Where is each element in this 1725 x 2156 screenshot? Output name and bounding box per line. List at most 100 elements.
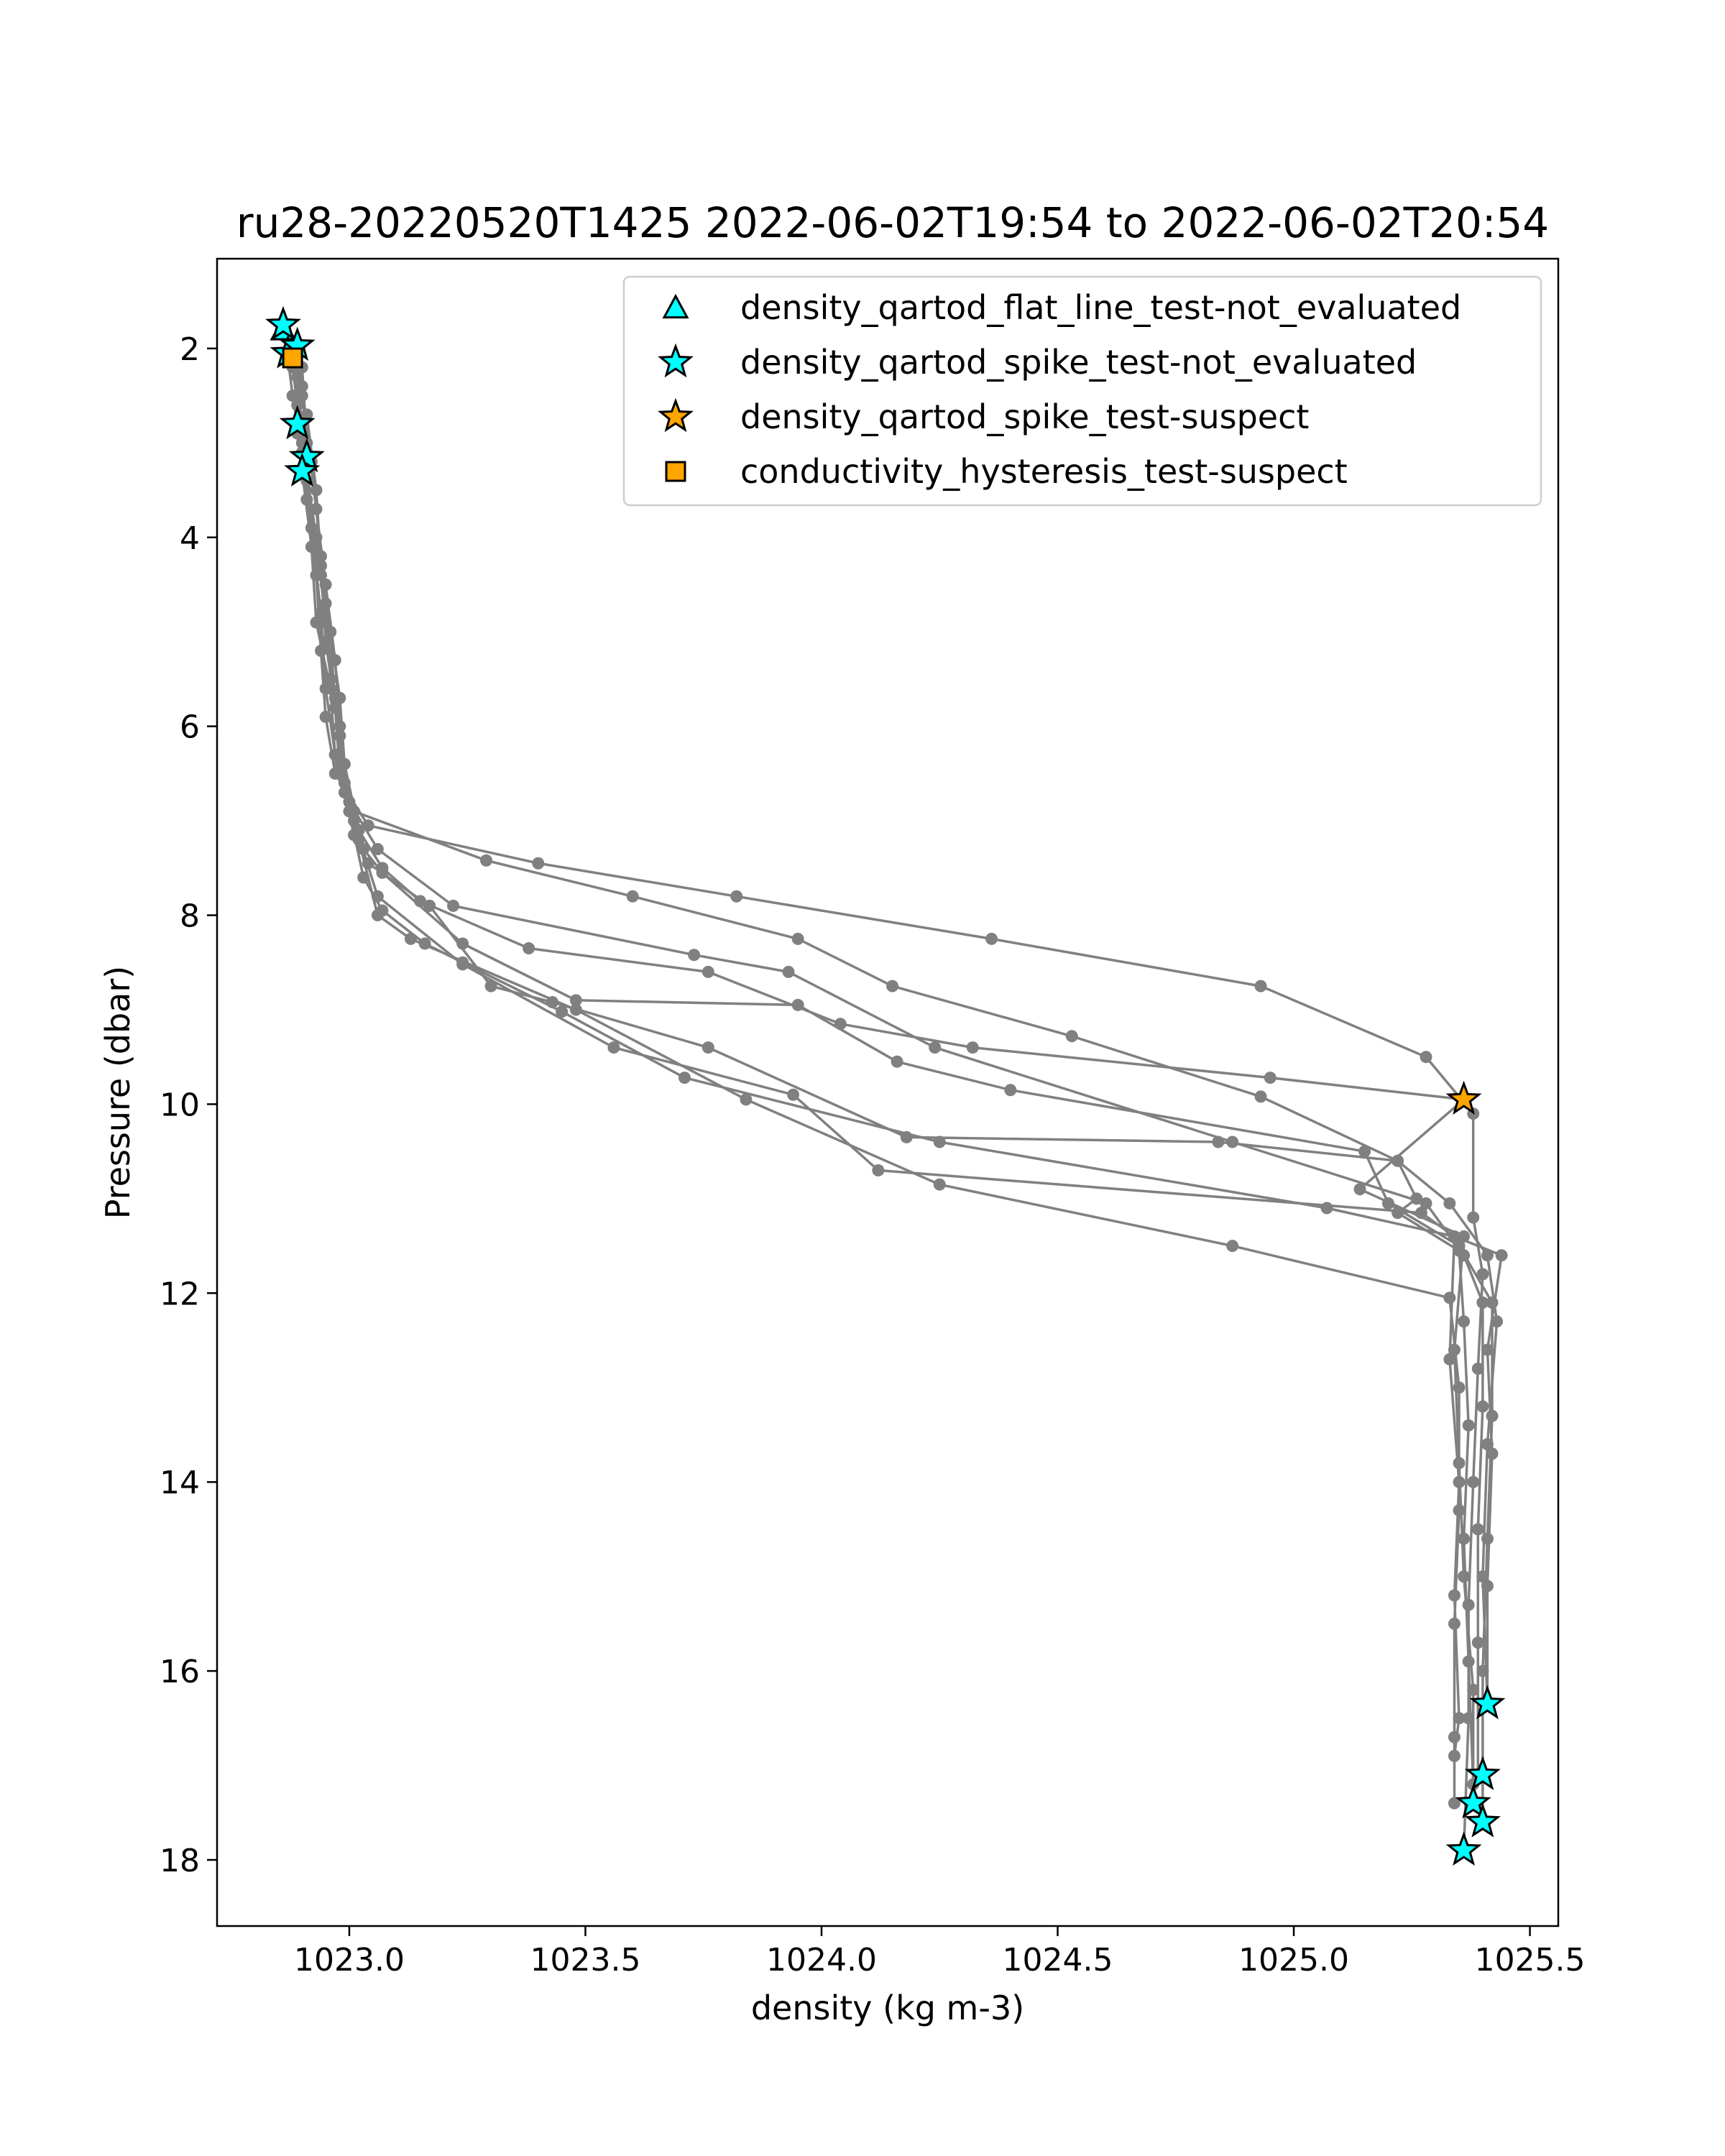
profile-point [295, 379, 308, 392]
profile-point [1476, 1268, 1489, 1281]
profile-point [1453, 1712, 1466, 1725]
star-flag-marker [1469, 1685, 1506, 1720]
profile-point [985, 932, 998, 945]
x-axis-label: density (kg m-3) [751, 1989, 1024, 2027]
profile-point [1481, 1249, 1494, 1262]
legend-box [622, 275, 1542, 507]
profile-point [791, 932, 804, 945]
x-tick-label: 1024.0 [766, 1942, 877, 1978]
profile-point [702, 965, 714, 978]
profile-point [310, 616, 323, 629]
profile-line-3 [300, 367, 1484, 1775]
profile-point [1462, 1419, 1475, 1432]
profile-point [1486, 1296, 1499, 1309]
profile-point [891, 1055, 903, 1068]
profile-point [1476, 1664, 1489, 1677]
profile-point [1476, 1400, 1489, 1413]
profile-point [1453, 1504, 1466, 1517]
profile-point [782, 965, 795, 978]
legend-square-icon [665, 461, 686, 482]
x-axis: 1023.0 1023.5 1024.0 1024.5 1025.0 1025.5 [294, 1926, 1586, 1978]
profile-point [1358, 1145, 1371, 1158]
profile-point [1420, 1197, 1432, 1210]
profile-point [1486, 1409, 1499, 1422]
profile-point [933, 1178, 946, 1191]
profile-point [1320, 1202, 1333, 1215]
profile-point [319, 682, 332, 695]
profile-point [1392, 1207, 1404, 1220]
legend-label: conductivity_hysteresis_test-suspect [740, 452, 1348, 491]
profile-point [480, 854, 493, 867]
profile-point [966, 1041, 979, 1054]
profile-point [1491, 1315, 1504, 1328]
profile-point [678, 1072, 691, 1084]
profile-point [1467, 1211, 1480, 1224]
y-axis-label: Pressure (dbar) [98, 966, 137, 1219]
profile-point [1481, 1532, 1494, 1545]
profile-point [371, 909, 384, 922]
profile-point [702, 1041, 714, 1054]
profile-point [933, 1135, 946, 1148]
y-tick-label: 8 [180, 898, 200, 935]
profile-point [1212, 1135, 1225, 1148]
y-tick-label: 18 [160, 1843, 200, 1879]
profile-point [310, 531, 323, 544]
profile-point [688, 949, 701, 962]
legend: density_qartod_flat_line_test-not_evalua… [622, 275, 1542, 507]
profile-point [1226, 1240, 1239, 1253]
profile-point [626, 890, 639, 903]
y-tick-label: 2 [180, 331, 200, 368]
plot-frame [216, 257, 1560, 1927]
profile-point [1471, 1636, 1484, 1649]
x-tick-label: 1025.0 [1238, 1942, 1349, 1978]
profile-point [607, 1041, 620, 1054]
profile-point [1414, 1207, 1427, 1220]
y-tick-label: 6 [180, 709, 200, 746]
profile-point [1481, 1580, 1494, 1593]
profile-point [352, 833, 365, 846]
legend-star-icon [658, 397, 694, 433]
profile-point [1462, 1598, 1475, 1611]
profile-point [569, 994, 582, 1007]
profile-point [1448, 1230, 1460, 1243]
y-tick-label: 12 [160, 1276, 200, 1312]
star-flag-marker [265, 305, 301, 341]
y-tick-label: 14 [160, 1465, 200, 1501]
star-flag-marker [284, 452, 321, 487]
profile-point [1462, 1655, 1475, 1668]
x-tick-label: 1023.5 [530, 1942, 641, 1978]
star-flag-marker [288, 438, 325, 473]
profile-point [1254, 980, 1267, 992]
profile-point [886, 980, 899, 992]
profile-point [1458, 1315, 1471, 1328]
star-flag-marker [1464, 1756, 1501, 1790]
profile-point [328, 691, 341, 704]
profile-point [371, 843, 384, 856]
profile-point [740, 1093, 753, 1106]
legend-label: density_qartod_spike_test-not_evaluated [740, 343, 1417, 382]
profile-point [872, 1164, 885, 1176]
y-axis: 2 4 6 8 10 12 14 16 18 [160, 331, 217, 1879]
legend-triangle-icon [662, 293, 689, 319]
profile-point [791, 998, 804, 1011]
profile-point [423, 899, 436, 912]
profile-point [1453, 1244, 1466, 1257]
profile-point [1481, 1343, 1494, 1356]
profile-point [1443, 1291, 1456, 1304]
profile-point [1420, 1051, 1432, 1064]
profile-point [1467, 1475, 1480, 1488]
profile-point [319, 616, 332, 629]
profile-point [1471, 1362, 1484, 1375]
profile-point [569, 1003, 582, 1016]
profile-point [1453, 1381, 1466, 1394]
profile-point [1448, 1617, 1460, 1630]
x-tick-label: 1025.5 [1475, 1942, 1586, 1978]
profile-point [447, 899, 460, 912]
profile-point [1486, 1447, 1499, 1460]
profile-point [1471, 1523, 1484, 1536]
square-flag-marker [282, 347, 303, 369]
profile-point [1353, 1183, 1366, 1196]
legend-star-icon [658, 343, 694, 378]
y-tick-label: 4 [180, 520, 200, 557]
